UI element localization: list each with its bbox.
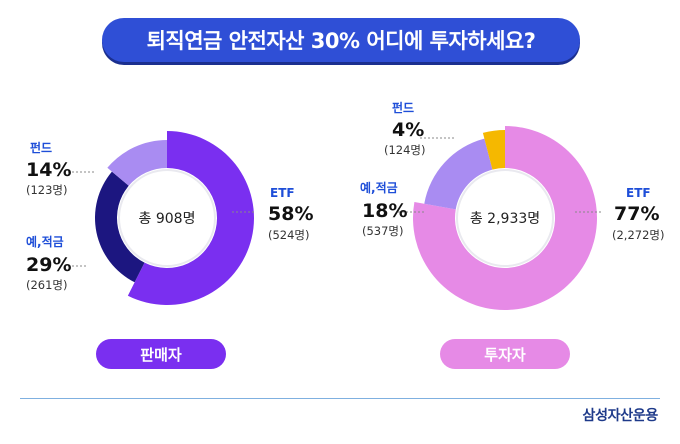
title-banner: 퇴직연금 안전자산 30% 어디에 투자하세요?: [102, 18, 580, 62]
sellers-center-label: 총 908명: [139, 211, 196, 227]
investors-center-circle: [456, 169, 554, 267]
investors-fund-count: (124명): [384, 143, 426, 157]
investors-etf-value: 77%: [614, 203, 659, 225]
sellers-fund-count: (123명): [26, 183, 68, 197]
investors-deposit-name: 예,적금: [360, 180, 398, 195]
investors-deposit-slice: [424, 138, 493, 210]
investors-fund-value: 4%: [392, 119, 424, 141]
brand-logo-text: 삼성자산운용: [582, 408, 659, 424]
investors-deposit-value: 18%: [362, 200, 407, 222]
sellers-etf-name: ETF: [270, 186, 295, 200]
investors-etf-slice: [413, 126, 597, 310]
investors-fund-name: 펀드: [392, 100, 414, 115]
sellers-deposit-count: (261명): [26, 278, 68, 292]
investors-etf-count: (2,272명): [612, 228, 664, 242]
sellers-deposit-slice: [94, 171, 145, 283]
sellers-label-pill: 판매자: [96, 339, 226, 369]
sellers-fund-name: 펀드: [30, 140, 52, 155]
investors-center-label: 총 2,933명: [470, 211, 540, 227]
sellers-etf-count: (524명): [268, 228, 310, 242]
sellers-etf-slice: [127, 131, 254, 305]
investors-etf-name: ETF: [626, 186, 651, 200]
chart-title: 퇴직연금 안전자산 30% 어디에 투자하세요?: [146, 29, 536, 53]
footer-divider: [20, 398, 660, 399]
investors-fund-slice: [482, 130, 505, 170]
investors-deposit-count: (537명): [362, 224, 404, 238]
sellers-fund-value: 14%: [26, 159, 71, 181]
sellers-deposit-name: 예,적금: [26, 234, 64, 249]
investors-chart: 총 2,933명 ETF 77% (2,272명) 펀드 4% (124명) 예…: [360, 100, 664, 310]
sellers-etf-value: 58%: [268, 203, 313, 225]
sellers-chart: 총 908명 ETF 58% (524명) 펀드 14% (123명) 예,적금…: [26, 131, 313, 305]
investors-label-pill: 투자자: [440, 339, 570, 369]
sellers-center-circle: [118, 169, 216, 267]
sellers-fund-slice: [107, 140, 167, 186]
sellers-deposit-value: 29%: [26, 254, 71, 276]
